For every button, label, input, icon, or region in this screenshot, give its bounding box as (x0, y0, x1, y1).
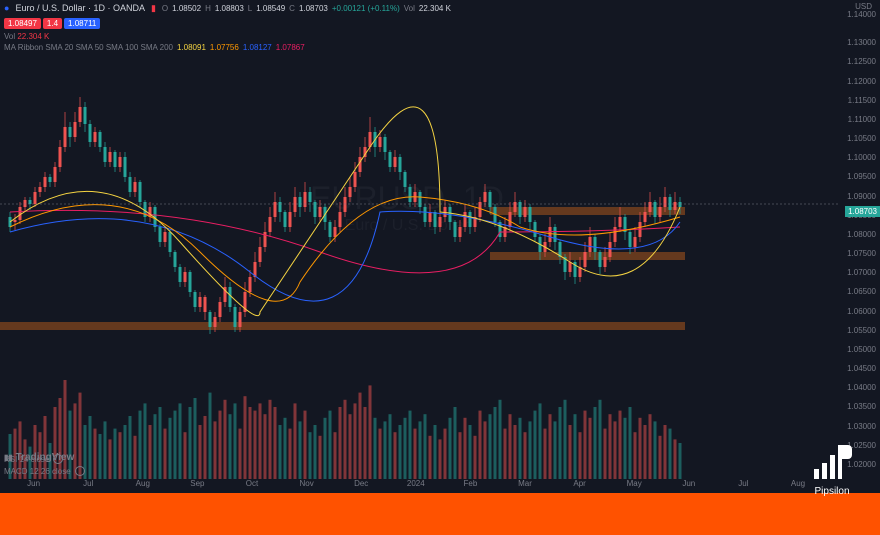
rsi-indicator[interactable]: RSI 14 close (4, 453, 85, 465)
price-tick: 1.12500 (847, 57, 876, 66)
symbol-icon: ● (4, 3, 9, 13)
price-tick: 1.08000 (847, 230, 876, 239)
volume-indicator-line[interactable]: Vol 22.304 K (0, 31, 880, 42)
visibility-icon[interactable] (53, 454, 63, 464)
time-tick: Sep (190, 479, 204, 488)
current-price-label: 1.08703 (845, 206, 880, 217)
time-tick: Jul (83, 479, 93, 488)
time-tick: Dec (354, 479, 368, 488)
price-tick: 1.07000 (847, 268, 876, 277)
price-tick: 1.03000 (847, 422, 876, 431)
price-badges: 1.08497 1.4 1.08711 (0, 16, 880, 31)
price-tick: 1.09500 (847, 172, 876, 181)
time-tick: Jun (682, 479, 695, 488)
price-tick: 1.11500 (848, 96, 876, 105)
price-tick: 1.06000 (847, 307, 876, 316)
price-tick: 1.09000 (847, 192, 876, 201)
indicator-panel: RSI 14 close MACD 12 26 close (4, 453, 85, 477)
price-tick: 1.04000 (847, 383, 876, 392)
time-axis[interactable]: Jun Jul Aug Sep Oct Nov Dec 2024 Feb Mar Apr May Jun… (0, 479, 840, 493)
time-tick: Aug (136, 479, 150, 488)
pipsilon-logo: Pipsilon (812, 443, 852, 497)
price-axis[interactable]: 1.14000 1.13000 1.12500 1.12000 1.11500 1.110… (840, 0, 880, 479)
chart-area[interactable] (0, 52, 840, 479)
flag-icon: ▮ (151, 3, 156, 14)
chart-header: ● Euro / U.S. Dollar · 1D · OANDA ▮ O1.0… (0, 0, 880, 16)
time-tick: Mar (518, 479, 532, 488)
price-tick: 1.06500 (847, 287, 876, 296)
time-tick: Nov (299, 479, 313, 488)
time-tick: Oct (246, 479, 258, 488)
macd-indicator[interactable]: MACD 12 26 close (4, 465, 85, 477)
price-tick: 1.12000 (847, 77, 876, 86)
price-tick: 1.10000 (847, 153, 876, 162)
footer-bar (0, 493, 880, 535)
price-tick: 1.05500 (847, 326, 876, 335)
time-tick: Apr (573, 479, 585, 488)
visibility-icon[interactable] (75, 466, 85, 476)
time-tick: Feb (463, 479, 477, 488)
price-tick: 1.13000 (847, 38, 876, 47)
price-tick: 1.07500 (847, 249, 876, 258)
price-tick: 1.04500 (847, 364, 876, 373)
price-tick: 1.05000 (847, 345, 876, 354)
ohlc: O1.08502 H1.08803 L1.08549 C1.08703 +0.0… (162, 4, 451, 13)
time-tick: Jul (738, 479, 748, 488)
time-tick: Aug (791, 479, 805, 488)
price-tick: 1.10500 (847, 134, 876, 143)
symbol-name[interactable]: Euro / U.S. Dollar · 1D · OANDA (15, 3, 145, 13)
bid-badge[interactable]: 1.08497 (4, 18, 41, 29)
price-tick: 1.11000 (848, 115, 876, 124)
price-tick: 1.03500 (847, 402, 876, 411)
time-tick: Jun (27, 479, 40, 488)
spread-badge[interactable]: 1.4 (43, 18, 62, 29)
time-tick: 2024 (407, 479, 425, 488)
price-tick: 1.14000 (847, 10, 876, 19)
time-tick: May (627, 479, 642, 488)
ask-badge[interactable]: 1.08711 (64, 18, 100, 29)
